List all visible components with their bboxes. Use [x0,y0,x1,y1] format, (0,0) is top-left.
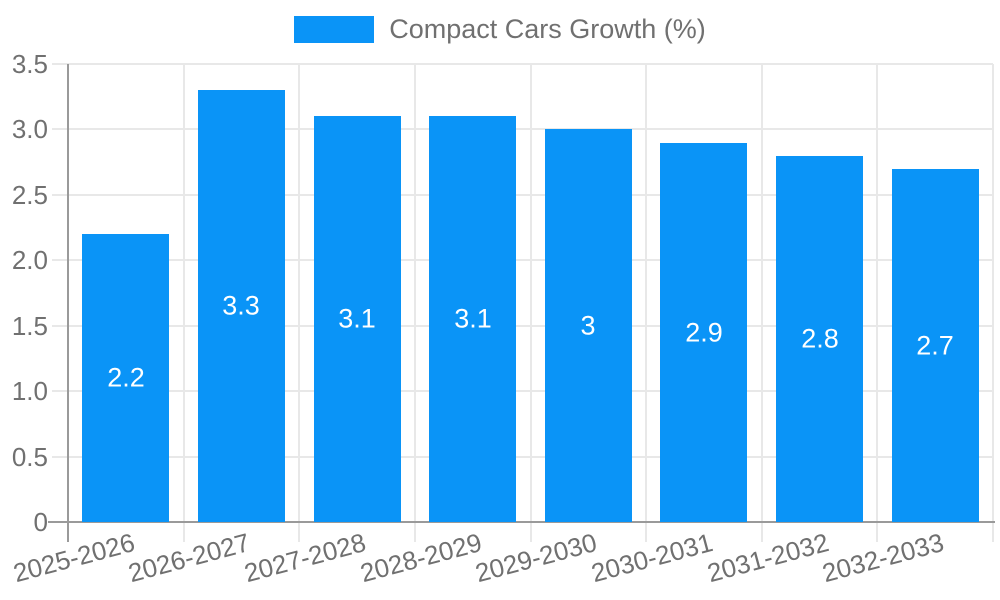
x-gridline [414,64,416,542]
y-gridline [52,456,993,458]
x-gridline [530,64,532,542]
y-gridline [52,390,993,392]
bar-value-label: 2.8 [801,323,839,354]
x-gridline [876,64,878,542]
x-tick-label: 2027-2028 [240,527,369,589]
y-axis [67,64,69,542]
bar[interactable] [429,116,516,522]
y-tick-label: 1.5 [11,311,48,341]
bar[interactable] [660,143,747,522]
bar-value-label: 3.1 [454,303,492,334]
x-gridline [183,64,185,542]
y-gridline [52,325,993,327]
y-gridline [52,63,993,65]
y-tick-label: 3.5 [11,49,48,79]
legend-label: Compact Cars Growth (%) [389,14,706,44]
bar[interactable] [314,116,401,522]
y-tick-label: 2.5 [11,180,48,210]
legend-item-compact-cars[interactable]: Compact Cars Growth (%) [294,16,706,43]
x-gridline [992,64,994,542]
bar[interactable] [545,129,632,522]
bar-value-label: 3.1 [338,303,376,334]
x-axis [48,521,995,523]
bar-value-label: 3 [580,310,596,341]
x-tick-label: 2032-2033 [818,527,947,589]
x-gridline [298,64,300,542]
bar[interactable] [82,234,169,522]
y-tick-label: 1.0 [11,376,48,406]
x-tick-label: 2030-2031 [587,527,716,589]
legend-swatch [294,16,375,43]
x-tick-label: 2029-2030 [471,527,600,589]
bar-value-label: 2.2 [107,362,145,393]
x-tick-label: 2026-2027 [124,527,253,589]
legend: Compact Cars Growth (%) [0,16,1000,43]
y-tick-label: 2.0 [11,245,48,275]
x-gridline [761,64,763,542]
x-tick-label: 2031-2032 [703,527,832,589]
y-tick-label: 0.5 [11,442,48,472]
bar[interactable] [198,90,285,522]
bar[interactable] [892,169,979,522]
x-tick-label: 2028-2029 [356,527,485,589]
y-gridline [52,194,993,196]
bar-value-label: 2.7 [916,330,954,361]
y-gridline [52,128,993,130]
bar-value-label: 2.9 [685,317,723,348]
bar-value-label: 3.3 [222,290,260,321]
y-tick-label: 0 [33,507,48,537]
bar[interactable] [776,156,863,522]
y-tick-label: 3.0 [11,114,48,144]
x-gridline [645,64,647,542]
y-gridline [52,259,993,261]
